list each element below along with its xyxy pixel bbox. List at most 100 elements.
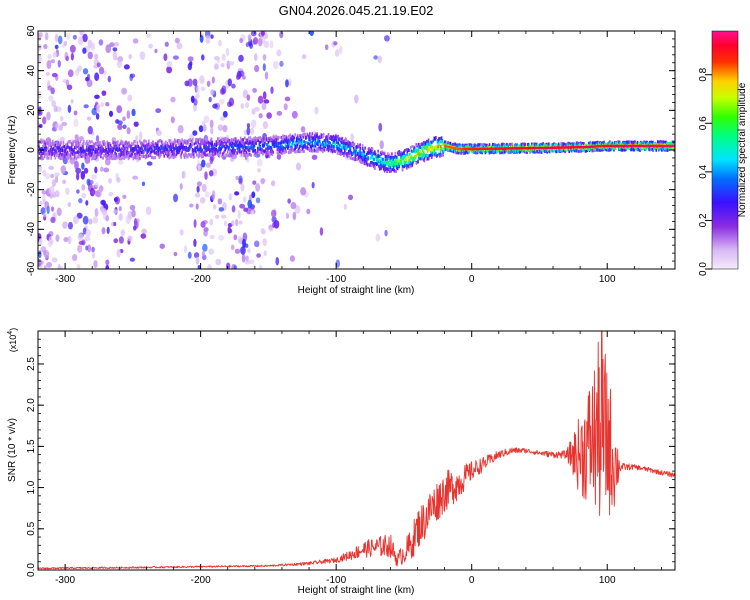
ridge-cell [227,138,230,142]
noise-blob [78,240,85,246]
ridge-cell [150,144,153,148]
ridge-cell [430,156,433,160]
ridge-cell [281,145,283,149]
ridge-cell [529,150,531,154]
ridge-cell [46,141,48,145]
ridge-cell [391,163,393,167]
ridge-cell [438,152,440,156]
noise-blob [105,264,110,269]
ridge-cell [555,150,558,154]
ridge-cell [230,143,232,147]
ridge-cell [538,143,540,147]
ridge-cell [291,138,294,142]
ridge-cell [356,151,358,155]
ridge-cell [493,151,496,155]
ridge-cell [137,153,140,157]
ridge-cell [129,145,131,149]
ridge-cell [379,160,382,164]
ridge-cell [124,146,127,150]
ridge-cell [231,145,234,149]
ridge-cell [302,149,305,153]
ridge-cell [544,150,546,154]
ridge-cell [351,144,353,148]
ridge-cell [418,151,421,155]
ridge-cell [583,142,585,146]
ridge-cell [242,146,244,150]
ridge-cell [363,152,366,156]
ridge-cell [386,160,388,164]
ridge-cell [68,146,70,150]
ridge-cell [435,146,437,150]
ridge-cell [443,149,445,153]
ridge-cell [581,147,584,151]
ridge-cell [632,140,635,144]
ridge-cell [218,144,221,148]
ridge-core [660,144,663,148]
ridge-cell [455,145,457,149]
ridge-cell [126,155,128,159]
ridge-cell [221,154,223,158]
ridge-cell [340,146,343,150]
ridge-cell [521,143,523,147]
ridge-cell [264,149,266,153]
ridge-cell [49,148,52,152]
ridge-cell [290,137,292,141]
ridge-core [591,145,594,148]
noise-blob [139,51,146,60]
ridge-cell [410,156,413,160]
ridge-cell [373,158,375,162]
ridge-cell [403,152,405,156]
ridge-cell [559,144,562,148]
ridge-cell [68,155,70,159]
ridge-cell [345,138,348,142]
ridge-cell [365,156,367,160]
ridge-cell [75,144,78,148]
noise-blob [219,98,225,105]
colorbar-tick-label: 0.2 [698,213,709,227]
ridge-cell [90,153,92,157]
ridge-cell [579,147,582,151]
noise-blob [339,45,343,55]
ridge-core [478,147,480,151]
noise-blob [260,31,266,36]
noise-blob [246,126,251,136]
ridge-cell [531,142,533,146]
ridge-cell [653,146,656,150]
ridge-cell [422,142,424,146]
noise-blob [172,55,179,60]
ridge-cell [232,154,235,158]
ridge-cell [147,147,149,151]
ridge-cell [269,136,272,140]
ridge-cell [437,147,440,151]
ridge-cell [394,155,396,159]
ridge-cell [178,145,181,149]
ridge-cell [120,139,122,143]
noise-blob [269,40,274,49]
ridge-cell [326,144,329,148]
noise-blob [96,103,101,110]
ridge-cell [156,146,158,150]
ridge-cell [298,146,301,150]
noise-blob [214,63,219,70]
ridge-cell [138,150,140,154]
ridge-cell [140,145,143,149]
ridge-cell [108,155,111,159]
ridge-cell [182,147,185,151]
ridge-cell [450,147,453,151]
ridge-cell [139,156,141,160]
ridge-cell [597,142,600,146]
ridge-cell [85,148,87,152]
noise-blob [80,170,86,180]
noise-blob [132,225,137,231]
ridge-core [549,146,552,149]
ridge-cell [286,139,288,143]
ridge-cell [201,152,204,156]
ridge-cell [260,149,262,153]
ridge-cell [195,137,197,141]
ridge-cell [403,150,405,154]
noise-blob [184,80,190,87]
ridge-cell [348,146,351,150]
ridge-core [650,144,653,148]
ridge-cell [110,153,113,157]
ridge-cell [99,141,101,145]
